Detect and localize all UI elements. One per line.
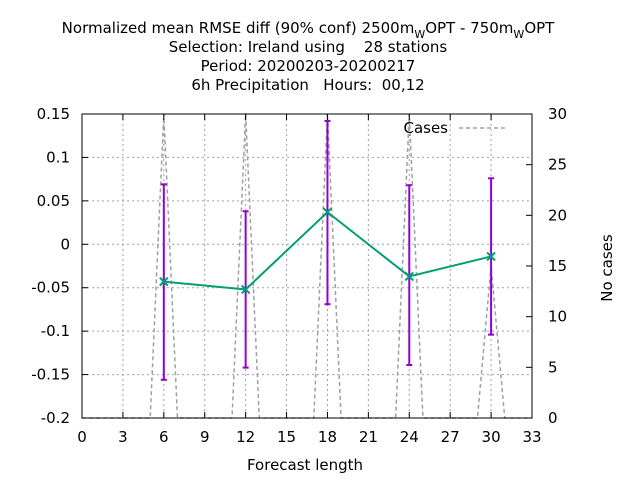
x-tick-label: 33 — [522, 428, 541, 446]
y2-tick-label: 25 — [548, 156, 567, 174]
y2-tick-label: 20 — [548, 206, 567, 224]
axes-layer: 0 3 6 9 12 15 18 21 24 27 30 33 -0.2 -0.15 -0.1 -0.05 0 0… — [31, 105, 567, 446]
x-tick-label: 18 — [318, 428, 337, 446]
data-point-stroke — [486, 251, 496, 262]
y-tick-label: -0.15 — [31, 366, 70, 384]
data-point-stroke — [404, 271, 414, 282]
cases-layer — [82, 113, 532, 419]
chart-title-line-1: Normalized mean RMSE diff (90% conf) 250… — [62, 19, 555, 41]
chart-title-line-4: 6h Precipitation Hours: 00,12 — [191, 76, 424, 94]
x-tick-label: 27 — [441, 428, 460, 446]
cases-line — [82, 113, 532, 419]
y2-tick-label: 10 — [548, 308, 567, 326]
y-tick-label: 0.1 — [46, 148, 70, 166]
y-tick-label: 0.15 — [37, 105, 70, 123]
data-point-stroke — [240, 284, 251, 295]
x-axis-label: Forecast length — [247, 456, 363, 474]
chart-title-line-2: Selection: Ireland using 28 stations — [169, 38, 448, 56]
chart-title-line-3: Period: 20200203-20200217 — [201, 57, 416, 75]
y-tick-label: -0.05 — [31, 279, 70, 297]
y-tick-label: -0.1 — [41, 322, 70, 340]
y2-tick-label: 30 — [548, 105, 567, 123]
data-point-stroke — [322, 207, 333, 217]
y-tick-label: 0.05 — [37, 192, 70, 210]
y-tick-label: -0.2 — [41, 409, 70, 427]
y2-tick-label: 5 — [548, 358, 558, 376]
x-tick-label: 24 — [400, 428, 419, 446]
y2-axis-label: No cases — [598, 234, 616, 302]
x-tick-label: 6 — [159, 428, 169, 446]
data-point-stroke — [159, 276, 169, 287]
x-tick-label: 9 — [200, 428, 210, 446]
plot-frame — [81, 113, 533, 419]
x-tick-label: 15 — [277, 428, 296, 446]
data-point — [159, 276, 169, 287]
x-tick-label: 0 — [77, 428, 87, 446]
legend-label-cases: Cases — [403, 119, 448, 137]
data-point — [404, 271, 414, 282]
data-point — [486, 251, 496, 262]
legend: Cases — [403, 119, 505, 137]
x-tick-label: 3 — [118, 428, 128, 446]
y2-tick-label: 15 — [548, 257, 567, 275]
series-layer — [159, 119, 496, 381]
data-point — [240, 284, 251, 295]
data-point — [322, 207, 333, 217]
y-tick-label: 0 — [60, 235, 70, 253]
x-tick-label: 12 — [236, 428, 255, 446]
x-tick-label: 30 — [482, 428, 501, 446]
x-tick-label: 21 — [359, 428, 378, 446]
y2-tick-label: 0 — [548, 409, 558, 427]
